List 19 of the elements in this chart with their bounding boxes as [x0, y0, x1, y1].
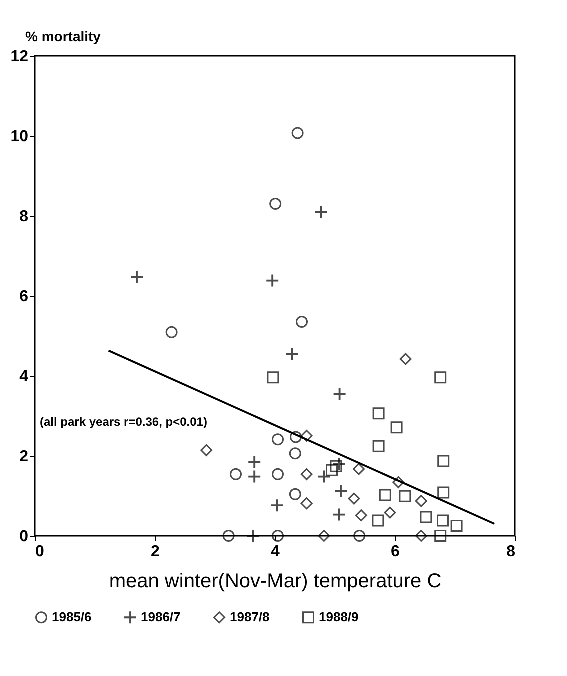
annotation: (all park years r=0.36, p<0.01) [40, 415, 208, 429]
x-tick-label: 6 [391, 544, 400, 560]
legend-label: 1985/6 [52, 610, 92, 625]
x-tick-label: 4 [271, 544, 280, 560]
y-tick-label: 12 [10, 48, 29, 66]
x-tick-label: 8 [506, 544, 516, 560]
y-tick-label: 6 [20, 288, 29, 306]
y-axis-title: % mortality [26, 28, 102, 44]
x-axis-title: mean winter(Nov-Mar) temperature C [109, 570, 442, 592]
y-tick-label: 8 [20, 208, 29, 226]
y-tick-label: 10 [10, 128, 29, 146]
y-tick-label: 2 [20, 448, 29, 466]
y-tick-label: 4 [20, 368, 29, 386]
legend-label: 1988/9 [319, 610, 359, 625]
x-tick-label: 2 [151, 544, 160, 560]
legend-label: 1986/7 [141, 610, 181, 625]
legend-label: 1987/8 [230, 610, 270, 625]
y-tick-label: 0 [20, 528, 29, 546]
x-tick-label: 0 [36, 544, 44, 560]
